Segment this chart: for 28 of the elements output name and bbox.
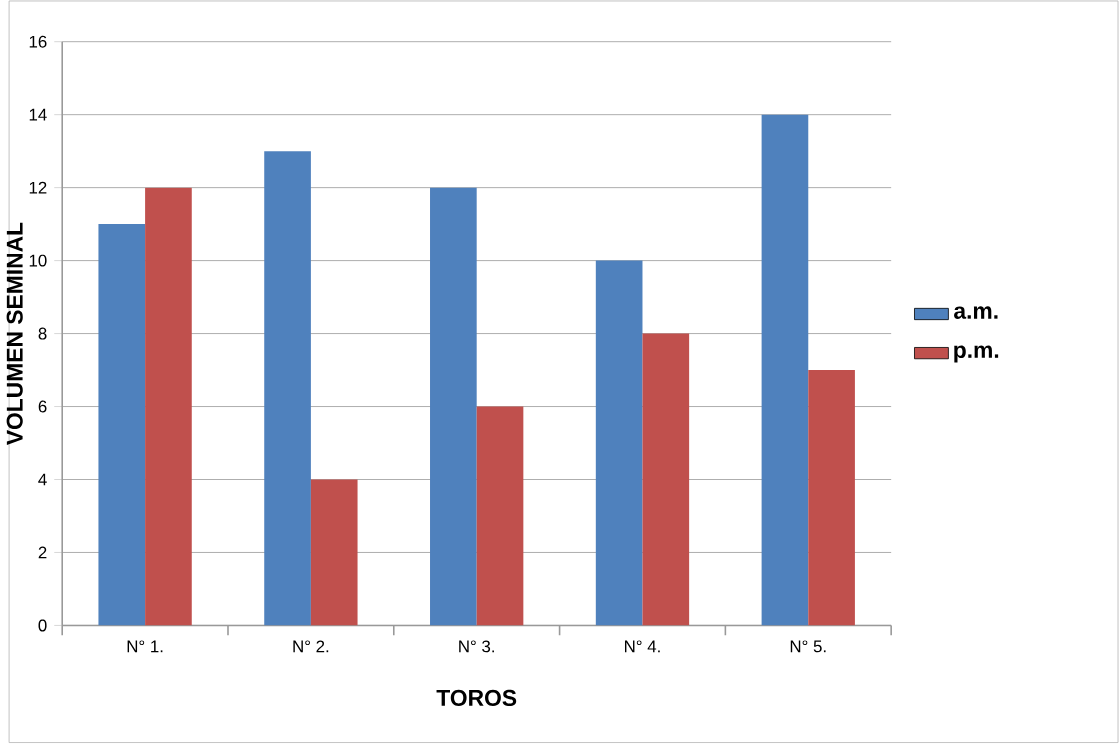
bar — [808, 370, 855, 626]
y-tick-label: 10 — [29, 254, 47, 267]
x-tick-label: N° 3. — [459, 640, 494, 653]
x-tick-label: N° 5. — [790, 640, 826, 653]
bar — [264, 151, 311, 626]
bar — [476, 406, 524, 626]
legend-label: p.m. — [954, 345, 999, 363]
legend-label: a.m. — [954, 306, 998, 320]
x-tick-label: N° 2. — [293, 640, 329, 653]
y-tick-label: 2 — [38, 546, 47, 559]
x-tick-label: N° 4. — [625, 640, 660, 653]
bar — [310, 479, 358, 626]
y-tick-label: 6 — [38, 400, 47, 413]
bar — [98, 224, 146, 626]
y-tick-label: 0 — [38, 619, 47, 632]
bar — [642, 333, 690, 626]
y-tick-label: 4 — [38, 473, 47, 486]
y-tick-label: 12 — [29, 181, 47, 194]
y-tick-label: 16 — [29, 35, 47, 48]
bar — [595, 260, 643, 626]
bar — [145, 187, 192, 626]
x-axis-title: TOROS — [436, 690, 517, 707]
y-tick-label: 8 — [38, 327, 47, 340]
bar — [761, 114, 809, 626]
bar — [430, 187, 477, 626]
y-axis-title: VOLUMEN SEMINAL — [6, 222, 23, 446]
y-tick-label: 14 — [29, 109, 47, 121]
x-tick-label: N° 1. — [127, 640, 163, 653]
